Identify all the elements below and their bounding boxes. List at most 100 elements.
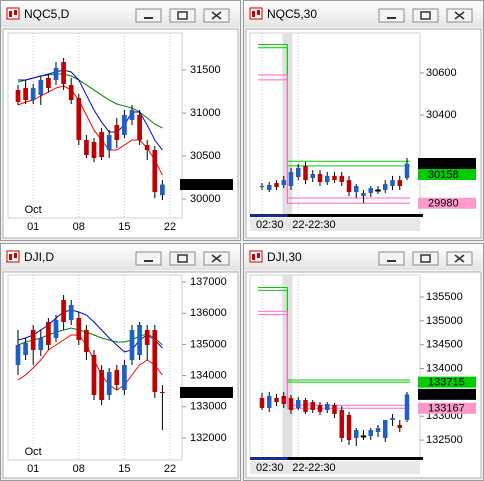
session-bar	[250, 214, 288, 217]
candle-body	[267, 184, 272, 190]
candle-body	[144, 145, 150, 151]
candle-body	[354, 429, 359, 438]
icon-bg	[249, 250, 263, 263]
button-face	[135, 251, 162, 266]
plot-frame	[7, 32, 183, 219]
candle-body	[404, 394, 410, 420]
candle-body	[259, 397, 265, 409]
x-tick-label: 08	[73, 463, 85, 475]
candle-body	[339, 175, 344, 183]
price-label: 29980	[428, 198, 459, 210]
minimize-button[interactable]	[135, 8, 162, 23]
price-label: 30169	[192, 179, 223, 191]
chart-window: DJI,D 01 08 15 22 Oct 132000 133000 134000 135000…	[0, 243, 241, 481]
icon-bar	[257, 253, 260, 258]
candle-body	[99, 132, 104, 158]
x-tick-label: 15	[118, 221, 130, 233]
minimize-button[interactable]	[378, 8, 405, 23]
y-tick-label: 132000	[190, 432, 227, 444]
price-label-box	[418, 376, 476, 388]
candle-body	[375, 427, 381, 433]
y-tick-label: 137000	[190, 276, 227, 288]
restore-button[interactable]	[169, 8, 196, 23]
x-tick-label: 22	[164, 221, 176, 233]
candle-body	[122, 115, 127, 136]
candle-body	[152, 329, 158, 393]
close-button[interactable]	[446, 251, 473, 266]
minimize-button[interactable]	[378, 251, 405, 266]
close-button[interactable]	[203, 251, 230, 266]
price-label: 30158	[428, 169, 459, 181]
candle-body	[383, 419, 388, 438]
price-label: 30169	[428, 158, 459, 170]
price-label-box	[418, 388, 476, 400]
button-glyph	[211, 11, 222, 20]
chart-area	[2, 28, 239, 239]
restore-button[interactable]	[412, 251, 439, 266]
candle-body	[160, 392, 165, 394]
plot-frame	[7, 274, 183, 461]
candle-body	[368, 429, 373, 436]
candle-body	[259, 185, 265, 188]
candle-body	[91, 355, 97, 396]
level-line	[258, 79, 410, 204]
window-title: NQC5,D	[24, 7, 70, 21]
price-label: 133459	[428, 389, 465, 401]
candle-body	[53, 68, 59, 80]
y-tick-label: 134500	[426, 339, 463, 351]
candle-body	[332, 175, 337, 181]
close-button[interactable]	[446, 8, 473, 23]
price-label: 133459	[192, 387, 229, 399]
restore-button[interactable]	[169, 251, 196, 266]
price-label-box	[418, 158, 476, 170]
candle-body	[274, 397, 279, 402]
candle-body	[375, 189, 381, 192]
x-tick-label: 01	[27, 221, 39, 233]
candle-body	[303, 399, 308, 412]
candle-body	[76, 317, 82, 340]
y-tick-label: 133000	[190, 401, 227, 413]
restore-button[interactable]	[412, 8, 439, 23]
button-glyph	[454, 254, 465, 263]
window-icon	[6, 7, 20, 20]
price-label-box	[180, 386, 233, 398]
candle-body	[354, 185, 359, 193]
x-tick-label: 22	[164, 463, 176, 475]
x-tick-label: 22-22:30	[292, 462, 335, 474]
minimize-button[interactable]	[135, 251, 162, 266]
y-tick-label: 30500	[190, 150, 221, 162]
candle-body	[30, 329, 36, 350]
button-face	[135, 8, 162, 23]
candle-body	[397, 180, 402, 186]
price-label: 133715	[428, 377, 465, 389]
candle-body	[152, 150, 158, 193]
button-glyph	[420, 11, 431, 20]
window-icon	[6, 250, 20, 263]
x-tick-label: 22-22:30	[292, 219, 335, 231]
candle-body	[68, 84, 74, 101]
candle-body	[84, 140, 89, 156]
y-tick-label: 30600	[426, 67, 457, 79]
button-glyph	[144, 260, 153, 262]
icon-bar	[9, 11, 12, 17]
candle-body	[114, 369, 120, 385]
y-tick-label: 134000	[426, 362, 463, 374]
candle-body	[122, 364, 127, 390]
candle-body	[30, 87, 36, 101]
y-tick-label: 31500	[190, 64, 221, 76]
candle-body	[23, 342, 28, 356]
button-glyph	[387, 17, 396, 19]
button-glyph	[211, 254, 222, 263]
price-label: 133167	[428, 403, 465, 415]
candle-body	[99, 369, 104, 400]
price-label-box	[418, 402, 476, 414]
close-button[interactable]	[203, 8, 230, 23]
candle-body	[288, 397, 294, 411]
candle-body	[91, 142, 97, 159]
candle-body	[15, 90, 21, 103]
x-tick-label: 01	[27, 463, 39, 475]
price-label-box	[418, 197, 476, 209]
y-tick-label: 135000	[426, 315, 463, 327]
candle-body	[61, 61, 66, 85]
title-bar	[1, 1, 240, 27]
